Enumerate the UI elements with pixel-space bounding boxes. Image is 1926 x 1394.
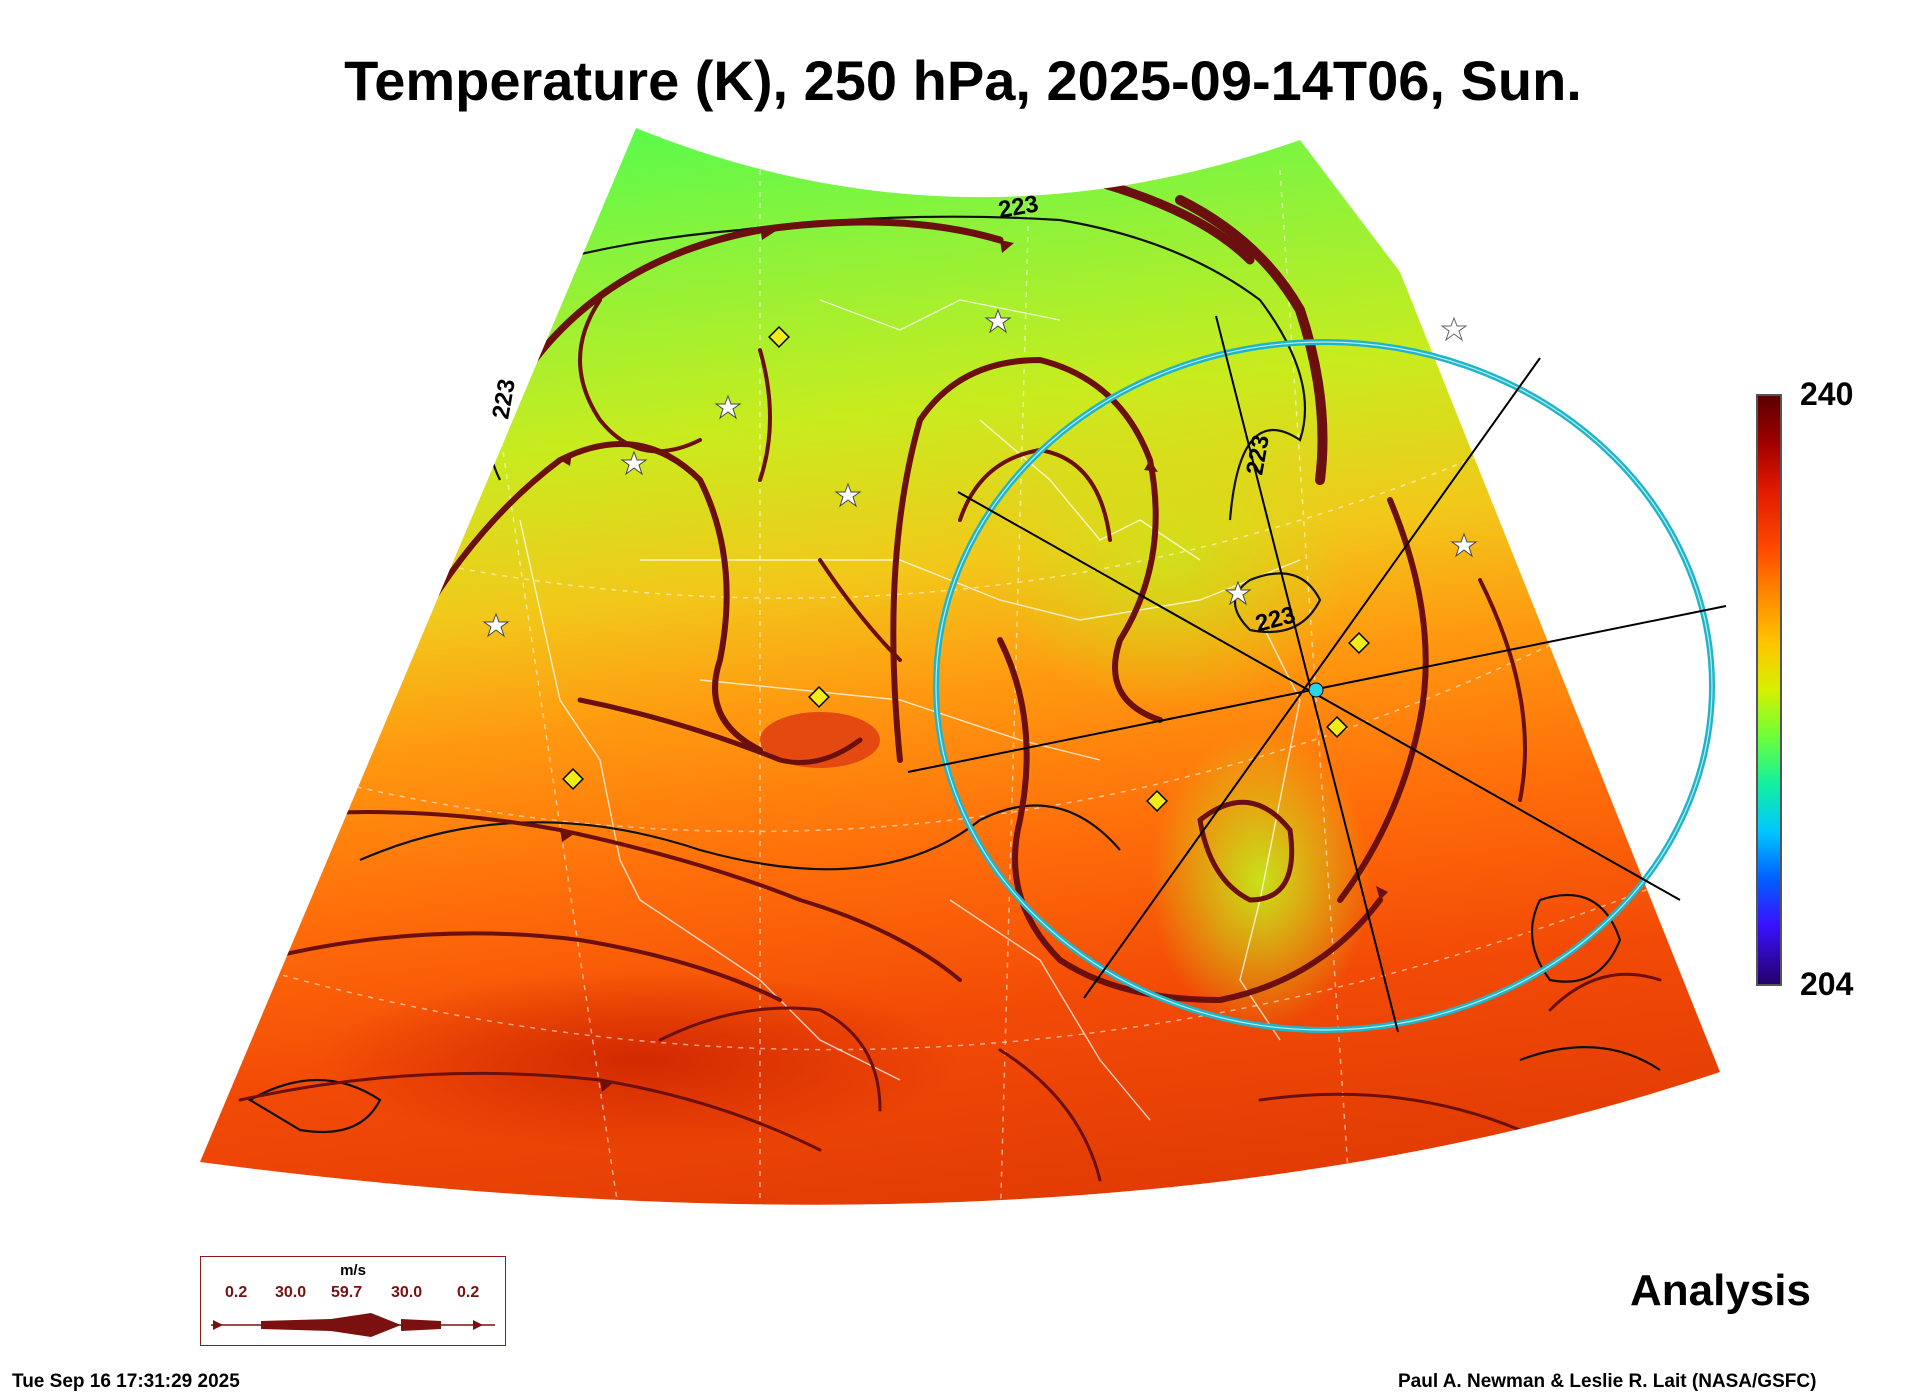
wind-unit-label: m/s — [340, 1262, 366, 1279]
wind-value-label: 30.0 — [391, 1284, 423, 1301]
wind-value-label: 0.2 — [457, 1284, 480, 1301]
credit-line: Paul A. Newman & Leslie R. Lait (NASA/GS… — [1398, 1371, 1817, 1392]
wind-value-label: 30.0 — [275, 1284, 307, 1301]
range-ring — [933, 339, 1715, 1033]
wind-value-label: 59.7 — [331, 1284, 363, 1301]
colorbar-min-label: 204 — [1800, 966, 1854, 1002]
wind-arrow-scale — [211, 1313, 495, 1337]
contour-label-group: 223 223 223 223 — [487, 190, 1298, 637]
wind-speed-legend: m/s 0.2 30.0 59.7 30.0 0.2 — [200, 1256, 506, 1346]
timestamp: Tue Sep 16 17:31:29 2025 — [12, 1371, 240, 1392]
star-markers — [482, 308, 1478, 638]
coastlines-borders — [519, 299, 1301, 1121]
analysis-label: Analysis — [1630, 1266, 1811, 1315]
wind-value-label: 0.2 — [225, 1284, 248, 1301]
map-domain — [200, 128, 1720, 1205]
site-marker — [1308, 682, 1324, 698]
diamond-markers — [562, 326, 1370, 812]
colorbar — [1756, 394, 1782, 986]
page-title: Temperature (K), 250 hPa, 2025-09-14T06,… — [344, 49, 1582, 112]
colorbar-max-label: 240 — [1800, 376, 1854, 412]
